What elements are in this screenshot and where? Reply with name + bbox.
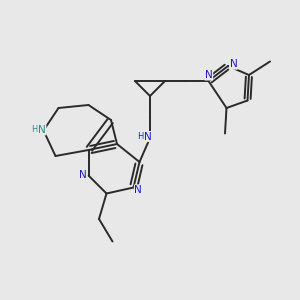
Text: N: N: [79, 170, 87, 181]
Text: N: N: [205, 70, 213, 80]
Text: H: H: [137, 132, 144, 141]
Text: N: N: [144, 131, 152, 142]
Text: H: H: [31, 125, 38, 134]
Text: N: N: [134, 185, 142, 195]
Text: N: N: [230, 59, 237, 69]
Text: N: N: [38, 125, 46, 135]
